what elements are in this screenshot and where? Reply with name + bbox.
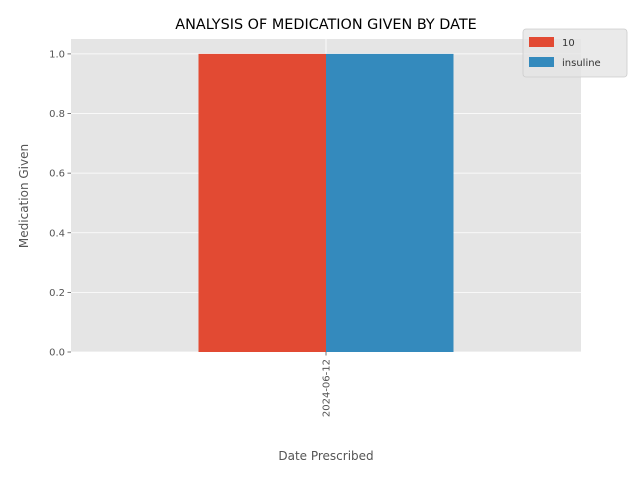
y-tick-label: 0.8 <box>49 109 65 120</box>
legend-label-insuline: insuline <box>562 58 601 69</box>
chart-title: ANALYSIS OF MEDICATION GIVEN BY DATE <box>175 17 476 33</box>
legend-box <box>522 28 628 78</box>
legend-swatch-insuline <box>529 57 554 67</box>
y-tick-label: 1.0 <box>49 49 65 60</box>
legend-label-10: 10 <box>562 38 575 49</box>
bar-insuline <box>326 53 454 353</box>
legend: 10 insuline <box>522 28 628 78</box>
x-tick-label: 2024-06-12 <box>322 359 333 417</box>
y-axis-label: Medication Given <box>17 144 31 248</box>
y-tick-label: 0.6 <box>49 169 65 180</box>
bar-10 <box>198 53 326 353</box>
x-axis-label: Date Prescribed <box>278 449 373 463</box>
y-tick-label: 0.4 <box>49 228 65 239</box>
y-tick-label: 0.2 <box>49 288 65 299</box>
legend-swatch-10 <box>529 37 554 47</box>
axis-ticks: 0.0 0.2 0.4 0.6 0.8 1.0 2024-06-12 <box>49 49 332 417</box>
y-tick-label: 0.0 <box>49 348 65 359</box>
bars <box>198 53 454 353</box>
